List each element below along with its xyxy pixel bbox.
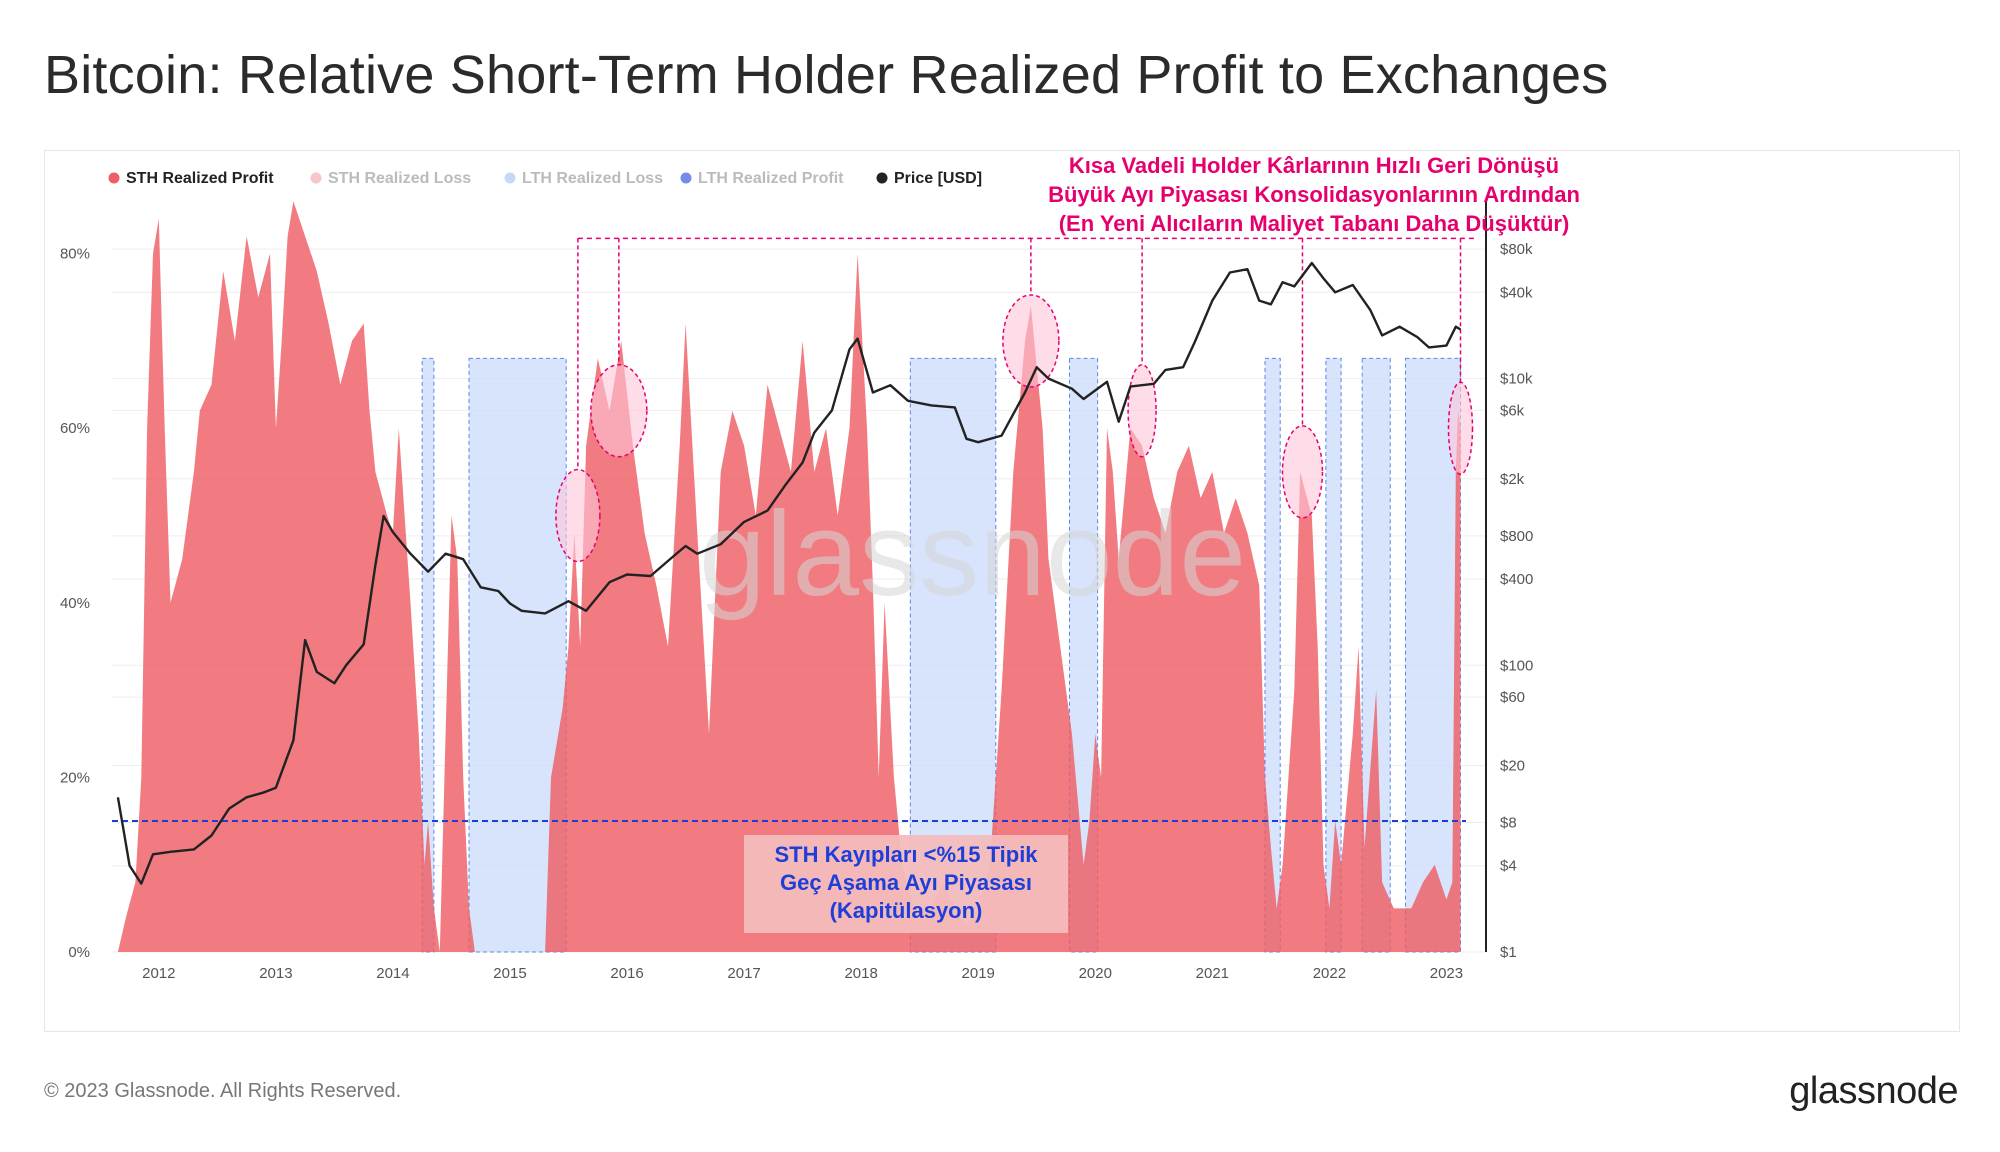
footer-logo: glassnode [1789,1070,1958,1112]
y-left-tick-2: 40% [60,595,90,612]
y-right-tick-11: $4 [1500,858,1517,875]
legend: STH Realized Profit STH Realized Loss LTH … [108,170,982,187]
price-line-path [116,261,1462,885]
annotation-red-line-1: Büyük Ayı Piyasası Konsolidasyonlarının … [1048,182,1580,207]
legend-dot-0 [108,172,120,184]
highlight-oval-5 [1447,381,1474,475]
x-tick-2014: 2014 [376,965,409,982]
y-right-tick-7: $100 [1500,657,1533,674]
y-left-tick-1: 20% [60,769,90,786]
x-tick-2023: 2023 [1430,965,1463,982]
x-tick-2017: 2017 [727,965,760,982]
page-title: Bitcoin: Relative Short-Term Holder Real… [44,45,1609,105]
annotation-blue-line-0: STH Kayıpları <%15 Tipik [774,842,1038,867]
x-tick-2019: 2019 [962,965,995,982]
y-right-tick-5: $800 [1500,528,1533,545]
legend-label-3: LTH Realized Profit [698,170,844,187]
legend-dot-1 [310,172,322,184]
axes: 2012 2013 2014 2015 2016 2017 2018 2019 2020 2021… [60,200,1533,982]
y-right-tick-1: $40k [1500,284,1533,301]
x-tick-2012: 2012 [142,965,175,982]
x-tick-2018: 2018 [844,965,877,982]
x-tick-2015: 2015 [493,965,526,982]
annotation-blue-box [744,835,1068,933]
y-left-tick-3: 60% [60,420,90,437]
footer-copyright: © 2023 Glassnode. All Rights Reserved. [44,1080,402,1102]
legend-dot-4 [876,172,888,184]
y-right-tick-2: $10k [1500,371,1533,388]
y-right-tick-9: $20 [1500,757,1525,774]
y-right-tick-6: $400 [1500,571,1533,588]
legend-dot-2 [504,172,516,184]
annotation-blue-line-1: Geç Aşama Ayı Piyasası [780,870,1032,895]
legend-label-1: STH Realized Loss [328,170,471,187]
x-tick-2013: 2013 [259,965,292,982]
x-tick-2016: 2016 [610,965,643,982]
highlight-markers [555,237,1474,563]
y-right-tick-12: $1 [1500,944,1517,961]
annotation-red-line-2: (En Yeni Alıcıların Maliyet Tabanı Daha … [1059,211,1570,236]
y-right-tick-8: $60 [1500,689,1525,706]
y-left-tick-0: 0% [68,944,90,961]
chart-svg: glassnode 2012 2013 2014 2015 2016 2017 2018 20… [60,153,1580,982]
x-tick-2022: 2022 [1313,965,1346,982]
highlight-oval-4 [1281,425,1324,519]
highlight-oval-0 [555,468,601,563]
annotation-red-line-0: Kısa Vadeli Holder Kârlarının Hızlı Geri… [1069,153,1559,178]
watermark: glassnode [699,487,1246,621]
sth-profit-area [117,201,1461,953]
highlight-oval-3 [1127,364,1157,458]
sth-profit-fill [117,201,1461,953]
y-right-tick-3: $6k [1500,402,1525,419]
x-tick-2020: 2020 [1079,965,1112,982]
highlight-oval-1 [590,364,648,458]
legend-label-4: Price [USD] [894,170,982,187]
price-line [116,261,1462,885]
x-tick-2021: 2021 [1196,965,1229,982]
y-right-tick-4: $2k [1500,471,1525,488]
y-right-tick-10: $8 [1500,815,1517,832]
annotation-blue-line-2: (Kapitülasyon) [830,898,983,923]
highlight-oval-2 [1002,294,1060,388]
legend-label-2: LTH Realized Loss [522,170,663,187]
annotations: Kısa Vadeli Holder Kârlarının Hızlı Geri… [744,153,1580,933]
legend-dot-3 [680,172,692,184]
y-left-tick-4: 80% [60,246,90,263]
legend-label-0: STH Realized Profit [126,170,274,187]
y-right-tick-0: $80k [1500,241,1533,258]
